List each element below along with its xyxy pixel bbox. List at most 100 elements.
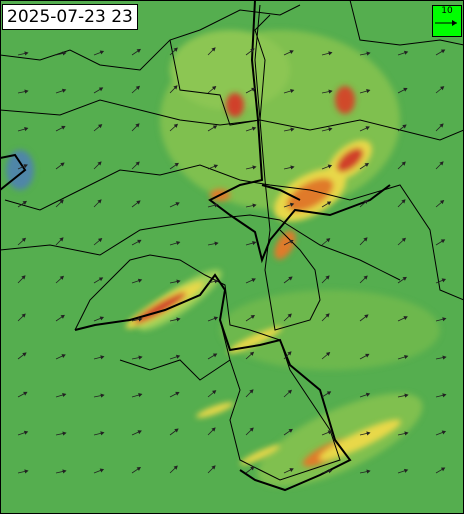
wind-arrow-head — [62, 393, 67, 398]
wind-arrow-head — [440, 86, 445, 91]
wind-arrow-head — [288, 276, 293, 281]
wind-arrow-head — [404, 393, 409, 398]
wind-arrow-head — [290, 127, 295, 132]
wind-arrow-head — [59, 275, 65, 280]
wind-arrow-head — [440, 49, 446, 54]
wind-arrow-head — [211, 86, 217, 91]
wind-arrow-head — [62, 469, 67, 474]
wind-arrow-head — [138, 393, 143, 398]
wind-arrow-head — [97, 238, 103, 243]
borders — [0, 0, 464, 481]
wind-arrow-head — [439, 161, 444, 166]
wind-arrow-head — [326, 238, 331, 243]
wind-arrow-head — [175, 391, 180, 396]
wind-arrow-head — [328, 89, 333, 94]
wind-arrow-head — [176, 317, 181, 322]
wind-arrow-head — [363, 237, 368, 242]
wind-arrow-head — [250, 48, 255, 53]
wind-arrow-head — [401, 199, 406, 204]
wind-arrow-head — [441, 278, 447, 283]
wind-arrow-head — [212, 390, 217, 395]
wind-arrow-head — [403, 87, 408, 92]
wind-arrow-head — [99, 316, 105, 321]
wind-arrow-head — [325, 351, 331, 357]
wind-arrow-head — [440, 239, 446, 244]
wind-arrow-head — [213, 164, 219, 169]
wind-arrow-head — [176, 279, 181, 284]
wind-arrow-head — [365, 392, 371, 397]
wind-arrow-head — [328, 51, 333, 56]
wind-arrow-head — [135, 85, 141, 90]
wind-arrow-head — [290, 165, 295, 170]
wind-arrow-head — [252, 165, 257, 170]
wind-arrow-head — [326, 201, 332, 206]
wind-arrow-head — [287, 313, 292, 318]
wind-arrows — [17, 47, 447, 474]
wind-arrow-head — [328, 127, 333, 132]
wind-arrow-head — [402, 276, 407, 281]
wind-arrow-head — [401, 161, 406, 166]
wind-arrow-head — [59, 237, 64, 242]
wind-arrow-head — [287, 389, 292, 394]
wind-arrow-head — [325, 275, 330, 280]
wind-arrow-head — [403, 316, 408, 320]
wind-arrow-head — [211, 47, 216, 52]
wind-arrow-head — [249, 351, 255, 356]
wind-arrow-head — [59, 199, 64, 204]
wind-arrow-head — [60, 314, 65, 319]
wind-arrow-head — [175, 354, 181, 359]
wind-arrow-head — [365, 126, 370, 131]
wind-arrow-head — [214, 203, 219, 208]
wind-arrow-head — [137, 278, 143, 283]
wind-arrow-head — [61, 88, 67, 93]
wind-arrow-head — [21, 275, 26, 280]
wind-arrow-head — [61, 354, 66, 358]
wind-arrow-head — [440, 467, 446, 472]
wind-legend: 10 — [432, 5, 462, 37]
wind-arrow-head — [175, 202, 180, 206]
wind-arrow-head — [288, 428, 293, 433]
country-border — [0, 0, 391, 492]
wind-arrow-head — [442, 393, 447, 398]
legend-arrow — [435, 20, 457, 26]
wind-arrow-head — [363, 275, 368, 280]
timestamp: 2025-07-23 23 — [2, 4, 138, 30]
wind-arrow-head — [98, 277, 104, 282]
wind-arrow-head — [24, 89, 29, 94]
wind-arrow-head — [214, 279, 219, 284]
wind-arrow-head — [23, 430, 29, 435]
wind-arrow-head — [442, 317, 447, 322]
wind-arrow-head — [97, 161, 102, 166]
wind-arrow-head — [251, 87, 256, 92]
legend-label: 10 — [441, 6, 453, 16]
wind-arrow-head — [24, 127, 29, 132]
wind-arrow-head — [22, 200, 27, 205]
wind-arrow-head — [249, 389, 254, 394]
wind-arrow-head — [23, 164, 28, 169]
wind-arrow-head — [441, 430, 447, 435]
wind-arrow-head — [136, 466, 141, 471]
wind-arrow-head — [404, 431, 409, 436]
wind-arrow-head — [364, 314, 369, 319]
wind-arrow-head — [173, 47, 178, 52]
wind-arrow-head — [403, 468, 409, 473]
wind-arrow-head — [250, 466, 255, 471]
wind-arrow-head — [366, 51, 371, 56]
wind-arrow-head — [364, 162, 369, 167]
wind-arrow-head — [62, 431, 67, 436]
wind-arrow-head — [365, 353, 370, 358]
wind-arrow-head — [290, 89, 295, 94]
wind-arrow-head — [137, 430, 142, 435]
wind-arrow-head — [174, 428, 179, 433]
wind-arrow-head — [402, 124, 407, 129]
wind-arrow-head — [135, 161, 140, 166]
wind-arrow-head — [99, 468, 105, 473]
wind-arrow-head — [98, 124, 103, 129]
wind-arrow-head — [439, 199, 445, 205]
wind-arrow-head — [173, 465, 178, 470]
wind-arrow-head — [61, 125, 66, 130]
wind-arrow-head — [60, 162, 65, 167]
wind-arrow-head — [21, 313, 26, 318]
wind-arrow-head — [289, 202, 295, 207]
